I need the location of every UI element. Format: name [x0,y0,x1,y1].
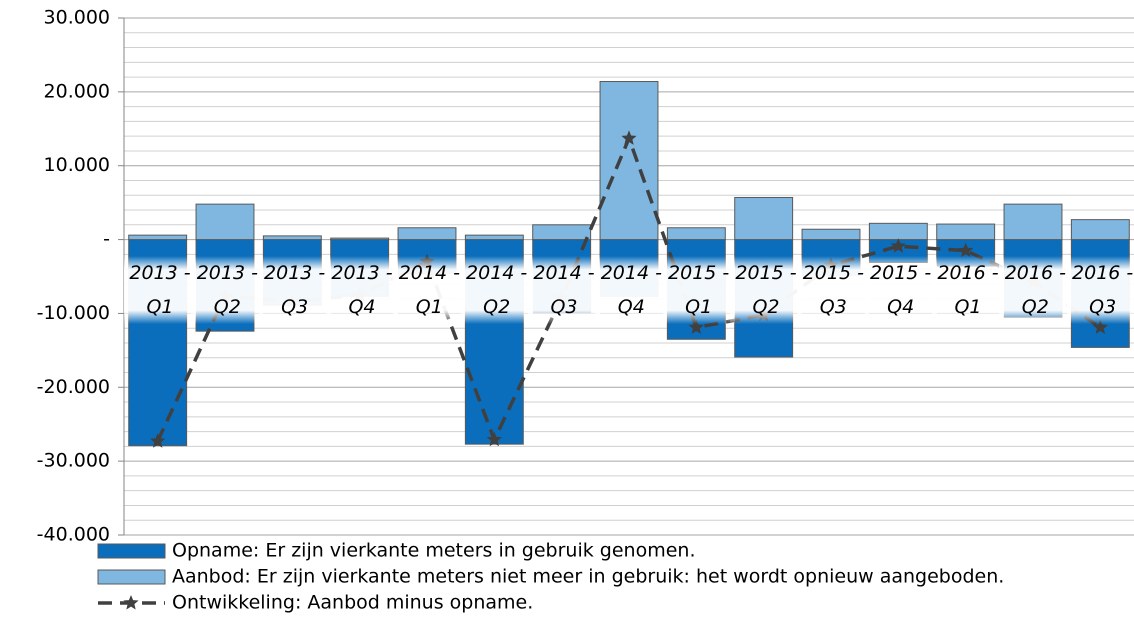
y-tick-label: -10.000 [37,302,110,324]
x-tick-label: 2015 - Q2 [730,256,802,324]
y-tick-label: 20.000 [44,80,110,102]
x-tick-label: 2014 - Q4 [595,256,668,324]
line-marker [621,130,637,145]
bar [666,227,726,241]
y-tick-label: 10.000 [44,154,110,176]
bar [128,234,188,241]
legend-marker [123,595,139,610]
x-tick-label: 2014 - Q2 [460,256,533,324]
x-tick-label: 2013 - Q4 [326,256,398,324]
bar [1003,203,1063,241]
legend-label: Aanbod: Er zijn vierkante meters niet me… [172,566,1004,588]
bar [330,237,390,241]
bar [868,222,928,241]
x-tick-label: 2013 - Q3 [258,256,331,324]
bar [397,227,457,241]
line-marker [958,242,974,258]
bar [599,81,659,241]
line-marker [486,431,502,447]
legend-label: Opname: Er zijn vierkante meters in gebr… [172,540,696,562]
y-tick-label: -30.000 [37,450,110,472]
bar [464,234,524,241]
legend-swatch [97,543,166,559]
bar [1070,219,1130,241]
x-tick-label: 2016 - Q2 [999,256,1072,324]
bar [936,223,996,241]
x-tick-label: 2013 - Q1 [124,256,196,324]
line-marker [688,319,704,334]
x-tick-label: 2014 - Q3 [528,256,600,324]
bar [195,203,255,241]
line-marker [1092,319,1108,334]
y-tick-label: - [103,228,110,250]
x-tick-label: 2015 - Q1 [662,256,735,324]
bar [801,228,861,241]
y-tick-label: -20.000 [37,376,110,398]
x-tick-label: 2016 - Q3 [1066,256,1134,324]
bar [532,224,592,241]
x-tick-label: 2013 - Q2 [191,256,264,324]
x-tick-label: 2015 - Q3 [797,256,870,324]
line-marker [150,433,166,448]
legend-swatch [97,569,166,585]
bar [734,196,794,241]
bar [262,235,322,241]
x-tick-label: 2016 - Q1 [932,256,1004,324]
y-tick-label: -40.000 [37,524,110,546]
line-marker [890,238,906,253]
x-tick-label: 2015 - Q4 [864,256,937,324]
x-tick-label: 2014 - Q1 [393,256,466,324]
y-tick-label: 30.000 [44,7,110,29]
legend-label: Ontwikkeling: Aanbod minus opname. [172,592,533,614]
